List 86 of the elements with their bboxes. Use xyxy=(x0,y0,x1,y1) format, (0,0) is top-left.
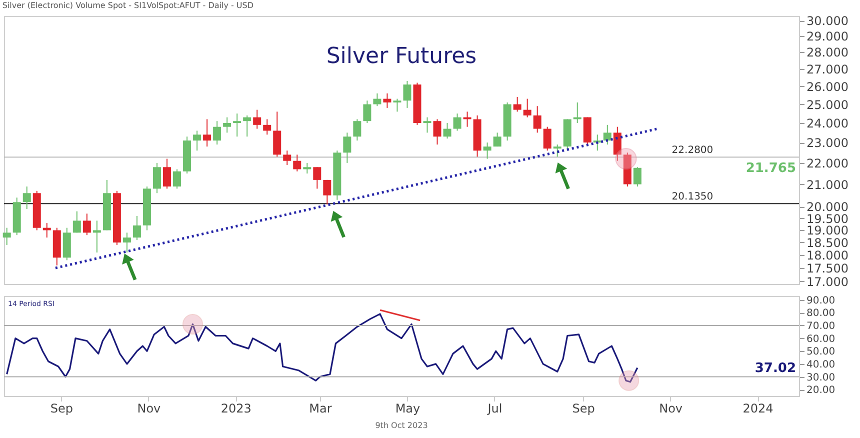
y-tick-label: 60.00 xyxy=(806,334,836,345)
text: Silver Futures xyxy=(326,44,477,69)
candlestick xyxy=(493,132,502,148)
candlestick xyxy=(253,109,262,130)
candlestick xyxy=(223,116,232,134)
y-tick-label: 18.000 xyxy=(806,248,848,263)
candlestick xyxy=(82,213,91,236)
candlestick xyxy=(163,158,172,190)
candlestick xyxy=(313,166,322,190)
x-tick-label: Sep xyxy=(572,402,595,416)
y-tick-label: 19.500 xyxy=(806,212,848,226)
text: 9th Oct 2023 xyxy=(375,421,428,430)
candlestick xyxy=(353,118,362,142)
candlestick xyxy=(453,113,462,132)
candlestick xyxy=(373,92,382,107)
candlestick xyxy=(72,210,81,234)
y-tick-label: 24.000 xyxy=(806,116,848,130)
x-tick-label: Nov xyxy=(659,402,683,416)
y-tick-label: 80.00 xyxy=(806,308,836,320)
candlestick xyxy=(483,142,492,160)
candlestick xyxy=(303,162,312,174)
candlestick xyxy=(433,118,442,146)
y-tick-label: 23.000 xyxy=(806,136,848,150)
y-tick-label: 18.500 xyxy=(806,236,848,250)
y-tick-label: 70.00 xyxy=(806,320,836,332)
y-tick-label: 40.00 xyxy=(806,359,836,370)
candlestick xyxy=(2,227,11,246)
x-tick-label: Nov xyxy=(137,402,161,416)
x-tick-label: 2024 xyxy=(742,402,774,416)
y-tick-label: 26.000 xyxy=(806,80,848,94)
y-tick-label: 19.000 xyxy=(806,224,848,238)
x-tick-label: May xyxy=(395,402,420,416)
y-tick-label: 25.000 xyxy=(806,98,848,112)
candlestick xyxy=(293,154,302,172)
chart-subtitle: Silver (Electronic) Volume Spot - SI1VolSpot:AFUT - Daily - USD xyxy=(2,1,254,10)
candlestick xyxy=(152,162,161,194)
candlestick xyxy=(213,120,222,146)
y-tick-label: 20.000 xyxy=(806,200,848,214)
candlestick xyxy=(383,92,392,108)
candlestick xyxy=(543,126,552,152)
y-tick-label: 21.000 xyxy=(806,178,848,192)
candlestick xyxy=(273,111,282,158)
candlestick xyxy=(633,166,642,187)
x-tick-label: 2023 xyxy=(220,402,252,416)
candlestick xyxy=(523,98,532,118)
ref-line-label: 22.2800 xyxy=(672,145,714,156)
candlestick xyxy=(323,179,332,205)
y-tick-label: 30.000 xyxy=(806,14,848,28)
candlestick xyxy=(283,150,292,166)
candlestick xyxy=(263,118,272,136)
x-tick-label: Jul xyxy=(486,402,502,416)
y-tick-label: 50.00 xyxy=(806,346,836,358)
candlestick xyxy=(22,186,31,210)
annotation: 21.765 xyxy=(746,160,796,176)
y-tick-label: 29.000 xyxy=(806,30,848,44)
candlestick xyxy=(553,144,562,158)
candlestick xyxy=(363,100,372,124)
y-tick-label: 28.000 xyxy=(806,46,848,60)
ref-line-label: 20.1350 xyxy=(672,192,714,203)
candlestick xyxy=(122,232,131,254)
candlestick xyxy=(443,122,452,140)
y-tick-label: 90.00 xyxy=(806,295,836,306)
y-tick-label: 20.00 xyxy=(806,385,836,396)
candlestick xyxy=(92,220,101,254)
candlestick xyxy=(533,106,542,134)
y-tick-label: 30.00 xyxy=(806,372,836,384)
y-tick-label: 27.000 xyxy=(806,62,848,76)
candlestick xyxy=(243,114,252,138)
candlestick xyxy=(613,126,622,162)
x-tick-label: Mar xyxy=(309,402,332,416)
candlestick xyxy=(403,80,412,108)
x-tick-label: Sep xyxy=(50,402,74,416)
candlestick xyxy=(132,215,141,240)
candlestick xyxy=(173,168,182,190)
candlestick xyxy=(603,124,612,146)
y-tick-label: 22.000 xyxy=(806,156,848,170)
annotation: 37.02 xyxy=(754,360,796,376)
candlestick xyxy=(343,132,352,164)
candlestick xyxy=(423,116,432,134)
candlestick xyxy=(203,118,212,148)
candlestick xyxy=(233,113,242,138)
y-tick-label: 17.500 xyxy=(806,261,848,276)
candlestick xyxy=(193,130,202,152)
candlestick xyxy=(513,96,522,112)
y-tick-label: 17.000 xyxy=(806,274,848,289)
candlestick xyxy=(393,98,402,112)
